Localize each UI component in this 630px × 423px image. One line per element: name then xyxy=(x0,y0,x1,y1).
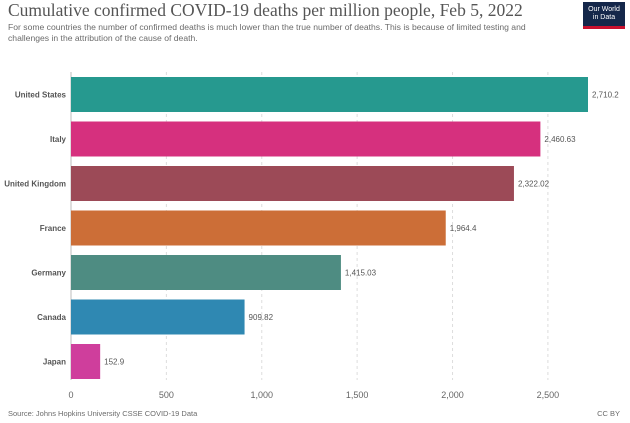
value-label: 1,964.4 xyxy=(450,224,477,233)
source-note[interactable]: Source: Johns Hopkins University CSSE CO… xyxy=(8,409,198,418)
owid-logo[interactable]: Our World in Data xyxy=(583,2,625,29)
x-tick-label: 0 xyxy=(68,390,73,400)
category-label[interactable]: Italy xyxy=(50,135,67,144)
category-label[interactable]: Canada xyxy=(37,313,66,322)
bar[interactable] xyxy=(71,77,588,112)
category-label[interactable]: United States xyxy=(15,91,67,100)
category-label[interactable]: United Kingdom xyxy=(4,180,66,189)
bar[interactable] xyxy=(71,344,101,379)
bar[interactable] xyxy=(71,255,341,290)
labels-layer: 0 500 1,000 1,500 2,000 2,500 United States 2,7… xyxy=(4,91,619,401)
category-label[interactable]: France xyxy=(40,224,67,233)
value-label: 2,460.63 xyxy=(544,135,576,144)
value-label: 1,415.03 xyxy=(345,269,377,278)
chart-title: Cumulative confirmed COVID-19 deaths per… xyxy=(8,0,523,20)
value-label: 2,322.02 xyxy=(518,180,550,189)
x-tick-label: 2,500 xyxy=(537,390,560,400)
bar[interactable] xyxy=(71,121,541,157)
x-tick-label: 500 xyxy=(159,390,174,400)
value-label: 152.9 xyxy=(104,358,125,367)
chart-subtitle: For some countries the number of confirm… xyxy=(8,22,526,43)
x-tick-label: 2,000 xyxy=(441,390,464,400)
bar[interactable] xyxy=(71,166,514,201)
x-tick-label: 1,500 xyxy=(346,390,369,400)
bar[interactable] xyxy=(71,210,446,246)
bar[interactable] xyxy=(71,299,245,335)
value-label: 909.82 xyxy=(249,313,274,322)
logo-line-2: in Data xyxy=(592,14,616,21)
value-label: 2,710.2 xyxy=(592,91,619,100)
x-tick-label: 1,000 xyxy=(250,390,273,400)
bars-layer xyxy=(71,77,588,379)
license-link[interactable]: CC BY xyxy=(597,409,620,418)
logo-line-1: Our World xyxy=(588,6,620,13)
category-label[interactable]: Germany xyxy=(31,269,66,278)
category-label[interactable]: Japan xyxy=(43,358,66,367)
